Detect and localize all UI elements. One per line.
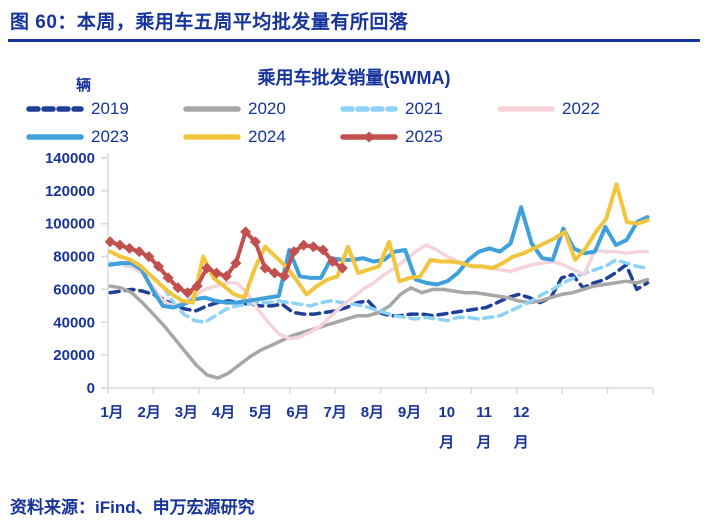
legend-item-2023: 2023 [26,124,183,149]
series-marker-2025 [104,236,116,248]
x-axis-label: 7月 [324,404,347,421]
legend-item-2019: 2019 [26,96,183,121]
legend-label: 2023 [91,126,129,146]
series-marker-2025 [336,262,348,274]
series-marker-2025 [259,262,271,274]
x-axis-label: 4月 [212,404,235,421]
series-marker-2025 [211,267,223,279]
legend-row: 2019 2020 2021 2022 [26,96,654,121]
legend-swatch-2024 [183,133,241,140]
legend-item-2021: 2021 [340,96,497,121]
x-axis-label: 12 [513,404,530,421]
legend-label: 2022 [562,98,600,118]
legend-row: 2023 2024 2025 [26,124,654,149]
title-underline [8,39,700,42]
series-marker-2025 [162,272,174,284]
series-marker-2025 [249,236,261,248]
series-marker-2025 [278,270,290,282]
x-axis-label: 2月 [138,404,161,421]
y-axis-label: 40000 [53,314,95,331]
legend-swatch-2021 [340,105,398,112]
y-axis-label: 60000 [53,281,95,298]
legend-label: 2021 [405,98,443,118]
source-note: 资料来源：iFind、申万宏源研究 [10,498,255,517]
series-line-2023 [108,205,650,310]
x-axis-label: 9月 [398,404,421,421]
series-marker-2025 [317,244,329,256]
series-marker-2025 [114,239,126,251]
series-marker-2025 [327,256,339,267]
chart-legend: 2019 2020 2021 2022 2023 2024 2025 [26,96,654,149]
series-line-2022 [108,243,650,341]
series-line-2020 [108,277,650,380]
y-axis-label: 100000 [45,216,95,233]
series-line-2024 [108,182,650,305]
series-marker-2025 [298,239,310,251]
series-line-2021 [108,258,650,325]
x-axis-label: 5月 [249,404,272,421]
legend-item-2025: 2025 [340,124,497,149]
legend-label: 2019 [91,98,129,118]
legend-swatch-2025 [340,131,398,142]
y-axis-label: 140000 [45,150,95,167]
y-axis-unit-label: 辆 [76,77,92,94]
series-marker-2025 [133,246,145,258]
series-marker-2025 [172,282,184,294]
x-axis-label: 8月 [361,404,384,421]
legend-item-2020: 2020 [183,96,340,121]
series-marker-2025 [201,262,213,274]
legend-item-2024: 2024 [183,124,340,149]
x-axis-label: 月 [513,434,529,451]
x-axis-label: 3月 [175,404,198,421]
legend-item-2022: 2022 [497,96,654,121]
legend-swatch-2019 [26,105,84,112]
series-marker-2025 [182,287,194,299]
legend-swatch-2020 [183,105,241,112]
series-marker-2025 [269,267,281,279]
legend-label: 2024 [248,126,286,146]
legend-label: 2025 [405,126,443,146]
chart-title: 乘用车批发销量(5WMA) [257,68,451,88]
y-axis-label: 80000 [53,249,95,266]
series-marker-2025 [230,257,242,269]
x-axis-label: 6月 [286,404,309,421]
legend-label: 2020 [248,98,286,118]
x-axis-label: 11 [476,404,492,421]
series-marker-2025 [191,280,203,292]
series-marker-2025 [240,226,252,238]
x-axis-label: 10 [438,404,455,421]
series-marker-2025 [220,270,232,282]
x-axis-label: 1月 [100,404,123,421]
legend-swatch-2022 [497,105,555,112]
series-marker-2025 [143,251,155,263]
legend-swatch-2023 [26,133,84,140]
series-marker-2025 [307,241,319,253]
series-marker-2025 [288,246,300,258]
y-axis-label: 20000 [53,347,95,364]
x-axis-label: 月 [475,434,491,451]
x-axis-label: 月 [438,434,454,451]
figure-title: 图 60：本周，乘用车五周平均批发量有所回落 [10,12,409,33]
y-axis-label: 0 [87,380,95,397]
series-marker-2025 [124,242,135,254]
y-axis-label: 120000 [45,183,95,200]
series-marker-2025 [153,260,164,272]
